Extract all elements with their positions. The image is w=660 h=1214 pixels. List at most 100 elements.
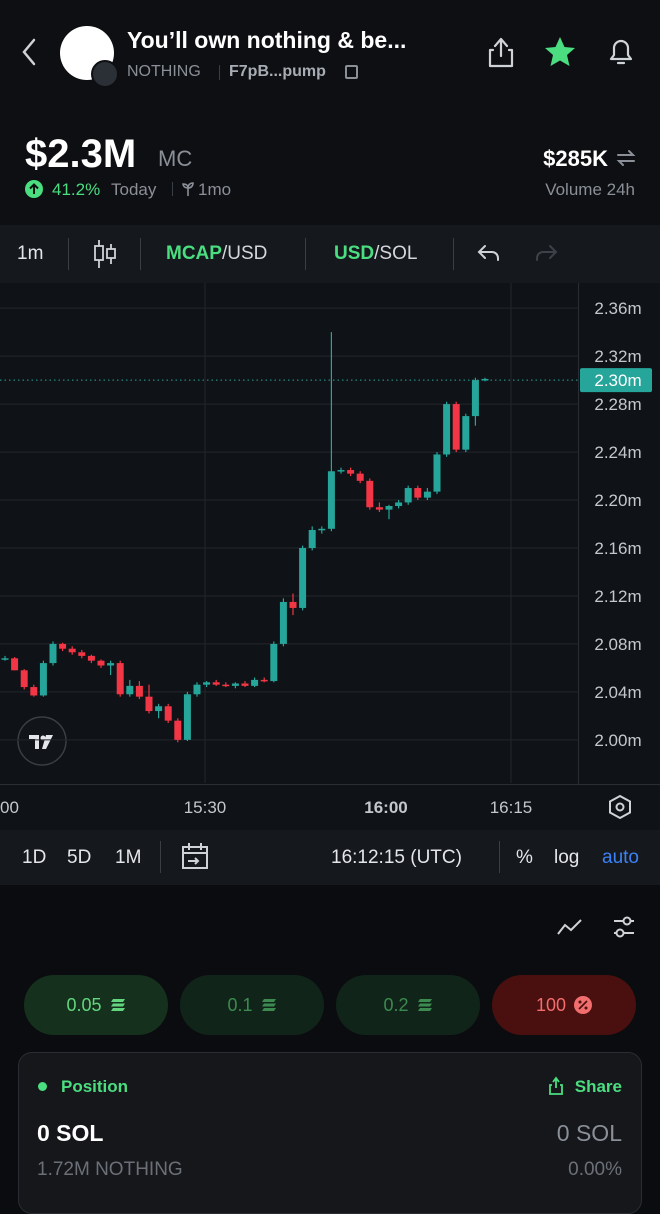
candle-body — [212, 682, 220, 685]
y-tick-label: 2.04m — [594, 683, 641, 702]
sol-value: 0 SOL — [556, 1120, 622, 1146]
y-tick-label: 2.24m — [594, 443, 641, 462]
y-tick-label: 2.12m — [594, 587, 641, 606]
quick-buy-button[interactable]: 0.1 — [180, 975, 324, 1035]
star-icon[interactable] — [542, 35, 578, 69]
candle-body — [347, 470, 355, 474]
address[interactable]: F7pB...pump — [229, 63, 326, 80]
divider — [305, 238, 306, 270]
copy-icon[interactable] — [345, 65, 358, 79]
range-button[interactable]: 1M — [115, 847, 142, 868]
candle-body — [289, 601, 297, 608]
calendar-icon[interactable] — [180, 841, 210, 871]
share-button[interactable]: Share — [574, 1077, 622, 1096]
candle-body — [183, 694, 191, 740]
candle-body — [107, 663, 115, 666]
candle-body — [404, 488, 412, 503]
divider — [499, 841, 500, 873]
candle-body — [356, 473, 364, 481]
sprout-icon — [182, 182, 194, 196]
percent-toggle[interactable]: % — [516, 847, 533, 868]
y-tick-label: 2.36m — [594, 299, 641, 318]
market-cap: $2.3M — [25, 132, 137, 176]
candle-body — [241, 683, 249, 686]
candle-type-icon[interactable] — [92, 238, 118, 270]
volume: $285K — [543, 146, 608, 171]
candle-body — [433, 454, 441, 492]
candle-body — [203, 682, 211, 685]
candle-body — [59, 643, 67, 649]
market-cap-label: MC — [158, 146, 193, 171]
back-button[interactable] — [16, 36, 44, 68]
x-tick-label: 16:00 — [364, 798, 407, 817]
amount: 0.2 — [383, 994, 409, 1015]
currency-toggle[interactable]: USD/SOL — [334, 244, 417, 263]
sol-icon — [110, 999, 125, 1011]
swap-icon[interactable] — [615, 148, 637, 168]
line-chart-icon[interactable] — [556, 916, 584, 938]
candle-body — [116, 663, 124, 695]
divider — [219, 65, 220, 80]
amount: 100 — [535, 994, 567, 1015]
interval[interactable]: 1m — [17, 243, 44, 264]
candle-body — [260, 679, 268, 682]
divider — [453, 238, 454, 270]
position-title: Position — [61, 1077, 129, 1096]
auto-toggle[interactable]: auto — [602, 847, 639, 868]
last-price-label: 2.30m — [594, 371, 641, 390]
change-period: Today — [111, 180, 157, 199]
last-price-tag — [580, 368, 652, 393]
range-button[interactable]: 5D — [67, 847, 92, 868]
candle-body — [145, 696, 153, 712]
candle-body — [452, 404, 460, 450]
divider — [172, 182, 173, 196]
quick-buy-button[interactable]: 0.2 — [336, 975, 480, 1035]
undo-icon[interactable] — [476, 242, 502, 264]
candle-body — [251, 679, 259, 686]
candle-body — [414, 488, 422, 498]
candle-body — [174, 720, 182, 740]
axis-line — [578, 283, 579, 784]
sol-icon — [417, 999, 432, 1011]
x-tick-label: 16:15 — [490, 798, 533, 817]
quick-sell-button[interactable]: 100 — [492, 975, 636, 1035]
candle-body — [462, 416, 470, 450]
divider — [160, 841, 161, 873]
candle-body — [135, 685, 143, 697]
settings-icon[interactable] — [609, 794, 631, 820]
y-tick-label: 2.32m — [594, 347, 641, 366]
position-card — [18, 1052, 642, 1214]
axis-line — [0, 784, 660, 785]
log-toggle[interactable]: log — [554, 847, 580, 868]
candle-body — [68, 648, 76, 653]
filter-icon[interactable] — [611, 914, 637, 940]
mcap: MCAP — [166, 243, 222, 264]
bell-icon[interactable] — [604, 34, 638, 70]
change: 41.2% — [52, 180, 101, 199]
candle-body — [270, 643, 278, 682]
candle-body — [366, 480, 374, 508]
candle-body — [20, 670, 28, 688]
divider — [68, 238, 69, 270]
up-arrow-icon — [25, 180, 43, 198]
divider — [140, 238, 141, 270]
candle-body — [375, 507, 383, 510]
mcap-unit: /USD — [221, 243, 268, 264]
candle-body — [49, 643, 57, 664]
candle-body — [193, 684, 201, 695]
candle-body — [155, 706, 163, 712]
candle-body — [30, 687, 38, 696]
redo-icon[interactable] — [533, 242, 559, 264]
quick-buy-button[interactable]: 0.05 — [24, 975, 168, 1035]
share-icon[interactable] — [484, 34, 518, 70]
share-small-icon[interactable] — [547, 1076, 565, 1096]
mcap-toggle[interactable]: MCAP/USD — [166, 244, 267, 263]
token-title: You’ll own nothing & be... — [127, 27, 407, 53]
range-button[interactable]: 1D — [22, 847, 47, 868]
ticker: NOTHING — [127, 63, 201, 80]
sol-icon — [261, 999, 276, 1011]
candle-body — [423, 491, 431, 498]
candle-body — [87, 655, 95, 661]
candle-body — [126, 685, 134, 695]
